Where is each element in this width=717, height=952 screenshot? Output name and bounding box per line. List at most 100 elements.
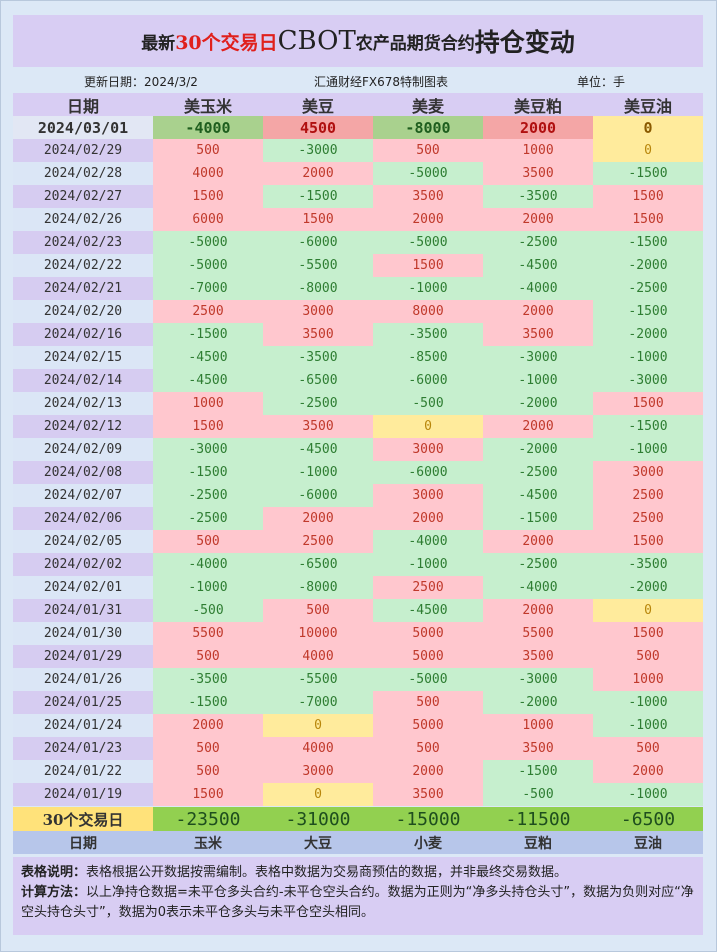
value-cell: -4000 — [373, 530, 483, 553]
value-cell: 3500 — [263, 323, 373, 346]
value-cell: -4500 — [153, 346, 263, 369]
date-cell: 2024/01/29 — [13, 645, 153, 668]
value-cell: -1500 — [153, 691, 263, 714]
value-cell: -1000 — [373, 553, 483, 576]
value-cell: -1500 — [483, 760, 593, 783]
value-cell: -1000 — [483, 369, 593, 392]
date-cell: 2024/02/21 — [13, 277, 153, 300]
value-cell: 500 — [593, 737, 703, 760]
value-cell: -2000 — [593, 323, 703, 346]
date-cell: 2024/02/28 — [13, 162, 153, 185]
date-cell: 2024/02/07 — [13, 484, 153, 507]
value-cell: -4000 — [153, 553, 263, 576]
total-cell: -23500 — [153, 807, 263, 831]
value-cell: -1500 — [593, 231, 703, 254]
value-cell: -500 — [373, 392, 483, 415]
value-cell: -4500 — [263, 438, 373, 461]
value-cell: -3000 — [483, 346, 593, 369]
value-cell: 500 — [373, 737, 483, 760]
total-label: 30个交易日 — [13, 807, 153, 831]
value-cell: -4000 — [483, 277, 593, 300]
date-cell: 2024/02/05 — [13, 530, 153, 553]
value-cell: 1000 — [483, 714, 593, 737]
value-cell: -500 — [153, 599, 263, 622]
value-cell: 500 — [153, 139, 263, 162]
value-cell: -8000 — [263, 576, 373, 599]
value-cell: 3000 — [373, 438, 483, 461]
total-cell: -6500 — [593, 807, 703, 831]
value-cell: 4000 — [263, 645, 373, 668]
value-cell: 2000 — [483, 300, 593, 323]
value-cell: 1500 — [593, 530, 703, 553]
column-header: 美豆 — [263, 93, 373, 116]
note-text: 以上净持仓数据=未平仓多头合约-未平仓空头合约。数据为正则为“净多头持仓头寸”，… — [21, 885, 694, 920]
value-cell: 1500 — [153, 783, 263, 806]
value-cell: 2000 — [373, 208, 483, 231]
date-cell: 2024/01/26 — [13, 668, 153, 691]
note: 表格说明：表格根据公开数据按需编制。表格中数据为交易商预估的数据，并非最终交易数… — [21, 863, 695, 883]
value-cell: -6500 — [263, 553, 373, 576]
value-cell: 2000 — [373, 507, 483, 530]
total-cell: -31000 — [263, 807, 373, 831]
value-cell: -1000 — [593, 438, 703, 461]
value-cell: 2500 — [153, 300, 263, 323]
value-cell: 1500 — [593, 185, 703, 208]
date-cell: 2024/02/12 — [13, 415, 153, 438]
date-cell: 2024/02/27 — [13, 185, 153, 208]
value-cell: 4000 — [153, 162, 263, 185]
value-cell: 1500 — [153, 185, 263, 208]
value-cell: 2500 — [593, 484, 703, 507]
value-cell: -8500 — [373, 346, 483, 369]
value-cell: -8000 — [373, 116, 483, 139]
value-cell: 10000 — [263, 622, 373, 645]
value-cell: 3500 — [373, 783, 483, 806]
footer-cell: 豆油 — [593, 831, 703, 854]
date-cell: 2024/02/22 — [13, 254, 153, 277]
value-cell: 3000 — [263, 300, 373, 323]
date-cell: 2024/01/22 — [13, 760, 153, 783]
value-cell: -1500 — [593, 162, 703, 185]
column-header: 美豆油 — [593, 93, 703, 116]
value-cell: 2500 — [263, 530, 373, 553]
value-cell: -1000 — [593, 714, 703, 737]
value-cell: 500 — [153, 760, 263, 783]
value-cell: -3000 — [153, 438, 263, 461]
value-cell: -6000 — [263, 231, 373, 254]
value-cell: 1500 — [373, 254, 483, 277]
value-cell: 1500 — [263, 208, 373, 231]
date-cell: 2024/01/30 — [13, 622, 153, 645]
value-cell: -1000 — [373, 277, 483, 300]
footer-cell: 豆粕 — [483, 831, 593, 854]
footer-cell: 玉米 — [153, 831, 263, 854]
value-cell: -3000 — [263, 139, 373, 162]
footer-cell: 小麦 — [373, 831, 483, 854]
value-cell: -5000 — [373, 231, 483, 254]
value-cell: -4500 — [373, 599, 483, 622]
value-cell: -500 — [483, 783, 593, 806]
value-cell: 8000 — [373, 300, 483, 323]
value-cell: -2000 — [483, 691, 593, 714]
value-cell: -3000 — [593, 369, 703, 392]
value-cell: -7000 — [153, 277, 263, 300]
value-cell: 1000 — [483, 139, 593, 162]
date-cell: 2024/02/09 — [13, 438, 153, 461]
value-cell: -3500 — [373, 323, 483, 346]
value-cell: 5000 — [373, 622, 483, 645]
value-cell: -1500 — [483, 507, 593, 530]
value-cell: 5500 — [153, 622, 263, 645]
date-cell: 2024/02/29 — [13, 139, 153, 162]
value-cell: 0 — [593, 139, 703, 162]
date-cell: 2024/02/01 — [13, 576, 153, 599]
date-cell: 2024/02/23 — [13, 231, 153, 254]
value-cell: -1500 — [263, 185, 373, 208]
value-cell: 500 — [373, 139, 483, 162]
value-cell: -4000 — [483, 576, 593, 599]
value-cell: 0 — [593, 116, 703, 139]
value-cell: -1000 — [593, 346, 703, 369]
date-cell: 2024/02/13 — [13, 392, 153, 415]
column-header: 美玉米 — [153, 93, 263, 116]
value-cell: 2500 — [373, 576, 483, 599]
date-cell: 2024/02/20 — [13, 300, 153, 323]
value-cell: 500 — [153, 530, 263, 553]
